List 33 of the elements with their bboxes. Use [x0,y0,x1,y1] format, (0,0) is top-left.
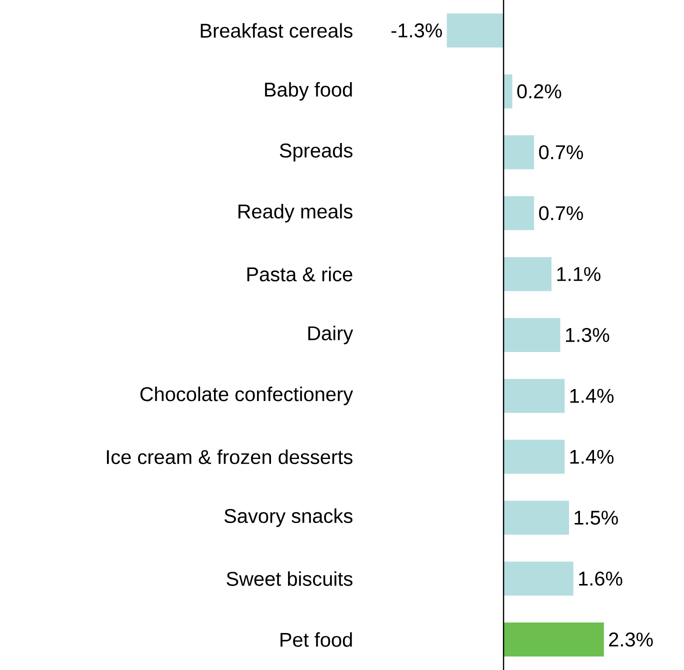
y-tick-label: Baby food [265,82,352,101]
data-label: 1.6% [579,572,622,586]
data-label: 1.1% [557,267,600,282]
bar [446,13,504,48]
data-label: 1.4% [570,450,614,464]
data-label: 1.5% [574,510,618,525]
bar [504,257,552,292]
bar [504,622,604,657]
data-label: 1.3% [566,328,610,342]
bar [504,318,560,352]
y-tick-label: Savory snacks [224,508,352,528]
y-tick-label: Pet food [280,632,352,647]
y-tick-label: Breakfast cereals [200,23,352,38]
data-label: 1.4% [570,388,614,403]
y-tick-label: Chocolate confectionery [140,386,354,406]
bar [504,500,569,535]
y-tick-label: Spreads [280,142,352,162]
data-label: 2.3% [609,632,653,647]
bar [504,196,534,230]
y-tick-label: Dairy [308,326,354,344]
data-label: 0.2% [517,84,562,98]
y-tick-label: Ice cream & frozen desserts [106,449,352,464]
bar [504,378,565,413]
y-tick-label: Pasta & rice [247,266,352,282]
data-label: 0.7% [539,145,583,160]
data-label: -1.3% [391,23,442,38]
bar [504,440,565,474]
y-tick-label: Sweet biscuits [226,571,352,586]
bar [504,135,534,170]
y-tick-label: Ready meals [238,204,352,222]
data-label: 0.7% [539,206,583,220]
bar [504,562,574,596]
bar [504,74,512,108]
